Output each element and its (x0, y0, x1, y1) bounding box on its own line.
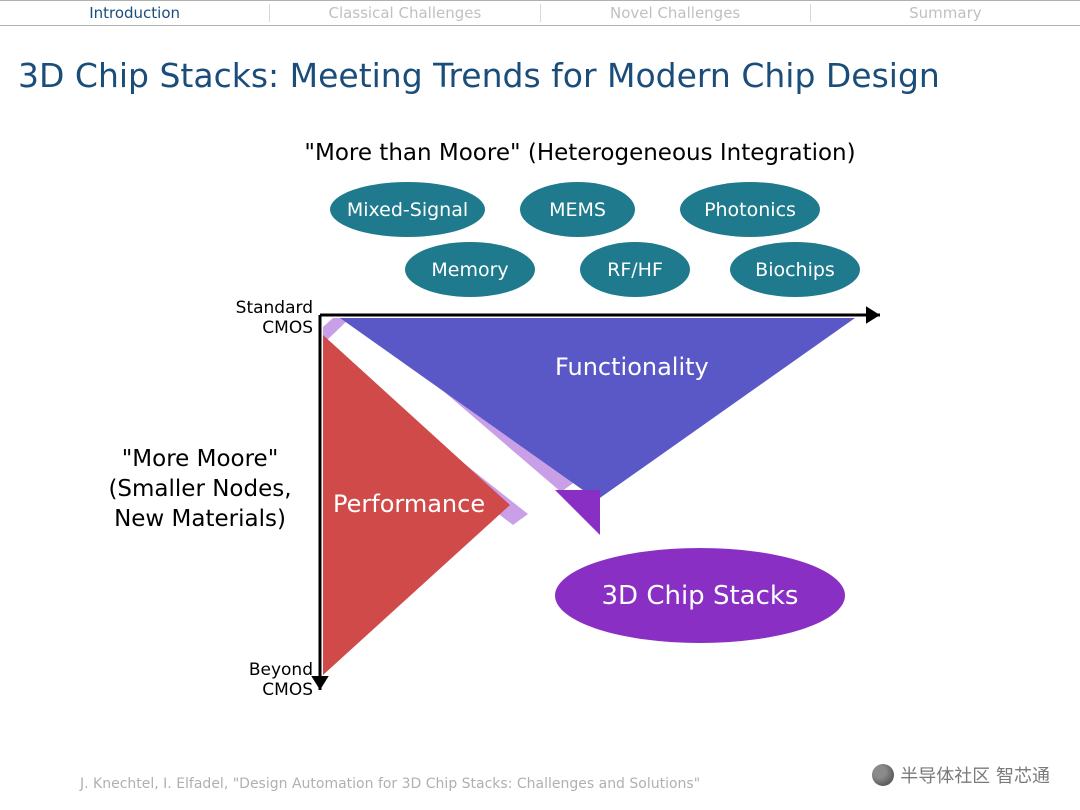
watermark-text: 半导体社区 智芯通 (900, 762, 1050, 788)
nav-tab-novel-challenges[interactable]: Novel Challenges (541, 4, 811, 22)
diagram-svg (0, 120, 1080, 740)
stacks-label: 3D Chip Stacks (602, 581, 799, 611)
x-arrowhead (866, 306, 880, 324)
y-arrowhead (311, 676, 329, 690)
footer-citation: J. Knechtel, I. Elfadel, "Design Automat… (80, 776, 700, 792)
watermark: 半导体社区 智芯通 (872, 762, 1050, 788)
arrow-tip (555, 490, 600, 535)
performance-label: Performance (333, 490, 485, 518)
stacks-ellipse: 3D Chip Stacks (555, 548, 845, 643)
functionality-label: Functionality (555, 353, 709, 381)
nav-tabs: IntroductionClassical ChallengesNovel Ch… (0, 0, 1080, 26)
nav-tab-introduction[interactable]: Introduction (0, 4, 270, 22)
nav-tab-classical-challenges[interactable]: Classical Challenges (270, 4, 540, 22)
diagram-area: "More than Moore" (Heterogeneous Integra… (0, 120, 1080, 740)
page-title: 3D Chip Stacks: Meeting Trends for Moder… (18, 56, 1080, 95)
wechat-icon (872, 764, 894, 786)
nav-tab-summary[interactable]: Summary (811, 4, 1080, 22)
